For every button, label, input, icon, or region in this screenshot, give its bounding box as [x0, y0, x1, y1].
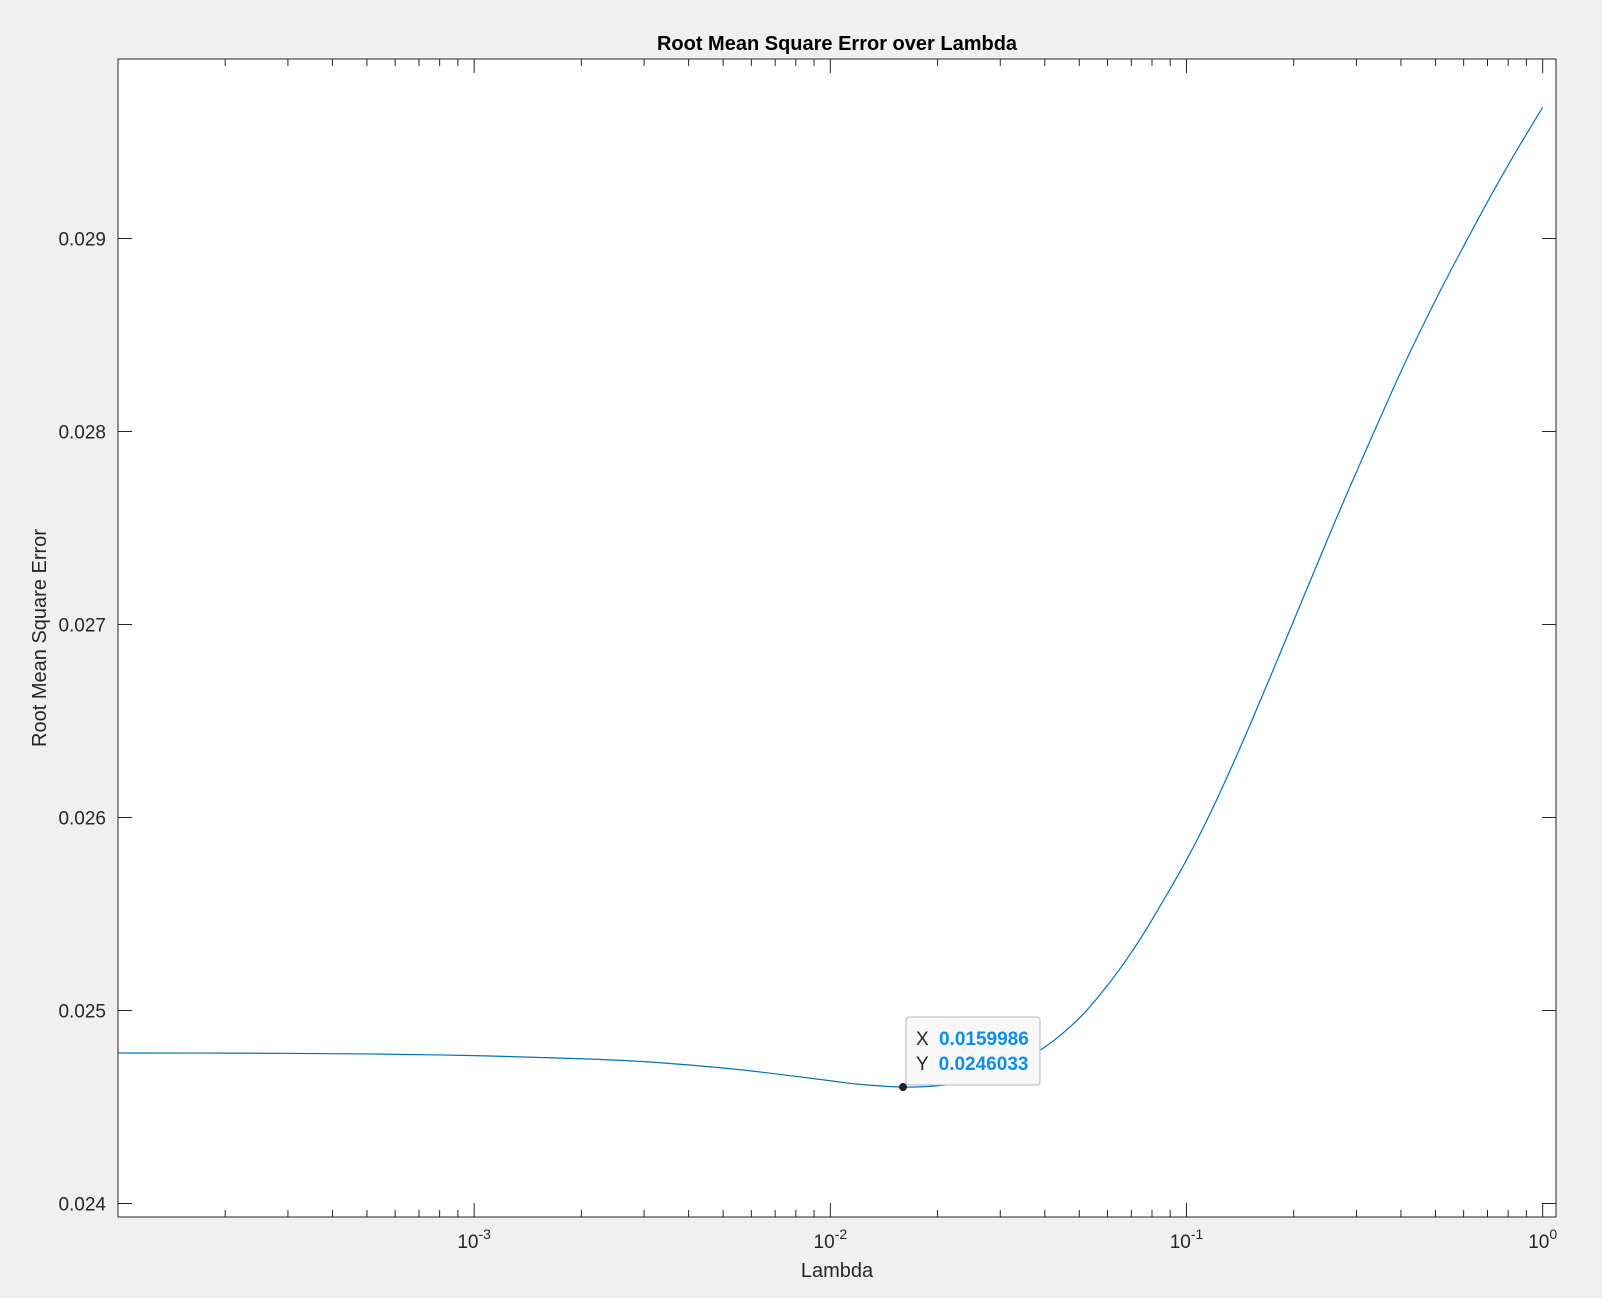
axes-box [117, 58, 1557, 1218]
y-tick-label: 0.025 [58, 1001, 106, 1022]
tick-labels: 10-3 10-2 10-1 1000.0240.0250.0260.0270.028… [58, 229, 1557, 1253]
y-tick-label: 0.026 [58, 808, 106, 829]
datatip-marker[interactable] [899, 1083, 908, 1092]
x-axis-label: Lambda [801, 1260, 874, 1282]
x-tick-exponent: -1 [1191, 1226, 1204, 1242]
x-tick-exponent: -3 [479, 1226, 492, 1242]
datatip-x-row: X 0.0159986 [916, 1029, 1029, 1050]
plot-area[interactable] [118, 59, 1556, 1217]
x-tick-label: 10-2 [814, 1226, 848, 1253]
datatip[interactable]: X 0.0159986 Y 0.0246033 [899, 1016, 1041, 1092]
x-tick-exponent: 0 [1549, 1226, 1557, 1242]
datatip-y-row: Y 0.0246033 [916, 1054, 1028, 1075]
x-tick-base: 10 [814, 1232, 835, 1253]
x-tick-exponent: -2 [835, 1226, 848, 1242]
y-tick-label: 0.027 [58, 615, 106, 636]
x-tick-base: 10 [1170, 1232, 1191, 1253]
x-tick-base: 10 [457, 1232, 478, 1253]
datatip-box [905, 1016, 1041, 1086]
x-tick-label: 100 [1528, 1226, 1557, 1253]
datatip-y-value: 0.0246033 [939, 1054, 1029, 1075]
series-line [118, 106, 1544, 1088]
series-layer [118, 106, 1544, 1088]
chart-title: Root Mean Square Error over Lambda [657, 33, 1018, 55]
datatip-x-value: 0.0159986 [939, 1029, 1029, 1050]
x-tick-label: 10-1 [1170, 1226, 1204, 1253]
y-axis-label: Root Mean Square Error [29, 529, 51, 747]
datatip-x-label: X [916, 1029, 929, 1050]
datatip-y-label: Y [916, 1054, 929, 1075]
x-tick-label: 10-3 [457, 1226, 491, 1253]
x-tick-base: 10 [1528, 1232, 1549, 1253]
axis-ticks [117, 59, 1556, 1217]
y-tick-label: 0.028 [58, 422, 106, 443]
y-tick-label: 0.029 [58, 229, 106, 250]
y-tick-label: 0.024 [58, 1194, 106, 1215]
